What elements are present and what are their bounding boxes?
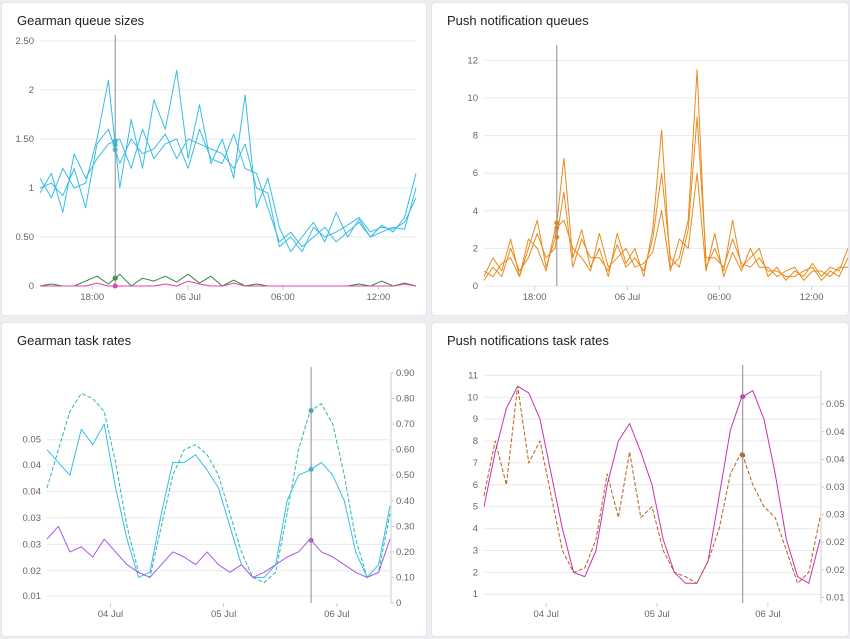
y-tick-label: 0.01 [23,591,42,602]
y-tick-label: 5 [473,502,478,513]
y-tick-label: 12 [467,55,478,66]
series-line-brown[interactable] [483,385,821,584]
y-tick-label: 9 [473,414,478,425]
y-tick-label: 0.02 [23,566,42,577]
x-tick-label: 18:00 [80,292,104,303]
series-line-cyan[interactable] [46,423,391,578]
y-tick-label: 0.04 [23,460,42,471]
series-line-teal[interactable] [46,392,391,584]
series-line-cyan[interactable] [39,128,417,248]
x-tick-label: 12:00 [800,292,824,303]
panel-gearman-queue-sizes[interactable]: Gearman queue sizes 0 0.50 1 1.50 2 2.50 18:00… [2,3,426,315]
x-tick-label: 04 Jul [533,609,558,620]
x-tick-label: 06:00 [271,292,295,303]
series-line-orange[interactable] [483,116,848,281]
y2-tick-label: 0.50 [396,470,415,481]
panel-push-notification-queues[interactable]: Push notification queues 0 2 4 6 8 10 12 18:00 0… [432,3,848,315]
panel-gearman-task-rates[interactable]: Gearman task rates 0.01 0.02 0.03 0.03 0.04 0… [2,323,426,636]
y2-tick-label: 0.30 [396,521,415,532]
y-tick-label: 2 [29,85,34,96]
y2-tick-label: 0 [396,598,401,609]
chart-title: Push notifications task rates [447,333,609,348]
y2-tick-label: 0.80 [396,394,415,405]
y2-tick-label: 0.05 [826,399,845,410]
y2-tick-label: 0.03 [826,482,845,493]
y-tick-label: 7 [473,458,478,469]
series-line-orange[interactable] [483,69,848,281]
y2-tick-label: 0.03 [826,510,845,521]
y-tick-label: 2.50 [16,36,35,47]
y-tick-label: 1 [29,183,34,194]
x-tick-label: 04 Jul [98,609,123,620]
y2-tick-label: 0.02 [826,537,845,548]
chart-push-notifications-task-rates[interactable]: 1 2 3 4 5 6 7 8 9 10 11 0.01 0.02 0.02 0.03 0.03 0.04 0.0… [432,323,848,636]
x-tick-label: 18:00 [523,292,547,303]
y-tick-label: 11 [468,370,478,381]
y-tick-label: 6 [473,168,478,179]
series-line-cyan[interactable] [39,69,417,253]
series-line-orange[interactable] [483,172,848,281]
y2-tick-label: 0.01 [826,592,845,603]
chart-title: Push notification queues [447,13,589,28]
y-tick-label: 2 [473,243,478,254]
x-tick-label: 06:00 [707,292,731,303]
y-tick-label: 1.50 [16,134,35,145]
y2-tick-label: 0.04 [826,454,845,465]
y2-tick-label: 0.02 [826,565,845,576]
x-tick-label: 06 Jul [755,609,780,620]
y2-tick-label: 0.20 [396,547,415,558]
x-tick-label: 06 Jul [324,609,349,620]
y-tick-label: 8 [473,131,478,142]
y2-tick-label: 0.90 [396,368,415,379]
series-line-magenta[interactable] [483,385,821,584]
x-tick-label: 06 Jul [615,292,640,303]
y-tick-label: 0.05 [23,435,42,446]
y-tick-label: 2 [473,567,478,578]
y-tick-label: 0.04 [23,486,42,497]
x-tick-label: 06 Jul [175,292,200,303]
chart-gearman-queue-sizes[interactable]: 0 0.50 1 1.50 2 2.50 18:00 06 Jul 06:00 12:00 [2,3,426,315]
chart-title: Gearman queue sizes [17,13,145,28]
y-tick-label: 0.03 [23,513,42,524]
y-tick-label: 10 [467,392,478,403]
x-tick-label: 05 Jul [644,609,669,620]
series-line-pink[interactable] [40,280,417,287]
y-tick-label: 10 [467,93,478,104]
y2-tick-label: 0.10 [396,572,415,583]
y-tick-label: 6 [473,480,478,491]
series-line-purple[interactable] [46,525,391,578]
y2-tick-label: 0.70 [396,419,415,430]
series-line-cyan[interactable] [39,128,417,253]
y2-tick-label: 0.60 [396,445,415,456]
y-tick-label: 0.50 [16,232,35,243]
y-tick-label: 4 [473,206,478,217]
series-line-green[interactable] [39,273,417,287]
chart-push-notification-queues[interactable]: 0 2 4 6 8 10 12 18:00 06 Jul 06:00 12:00 [432,3,848,315]
y-tick-label: 0 [29,281,34,292]
y-tick-label: 0.03 [23,539,42,550]
y-tick-label: 0 [473,281,478,292]
y2-tick-label: 0.40 [396,496,415,507]
x-tick-label: 05 Jul [211,609,236,620]
x-tick-label: 12:00 [367,292,391,303]
y-tick-label: 8 [473,436,478,447]
chart-gearman-task-rates[interactable]: 0.01 0.02 0.03 0.03 0.04 0.04 0.05 0 0.10 0.20 0.3… [2,323,426,636]
y-tick-label: 4 [473,524,478,535]
chart-title: Gearman task rates [17,333,132,348]
y2-tick-label: 0.04 [826,427,845,438]
y-tick-label: 1 [473,589,478,600]
y-tick-label: 3 [473,545,478,556]
